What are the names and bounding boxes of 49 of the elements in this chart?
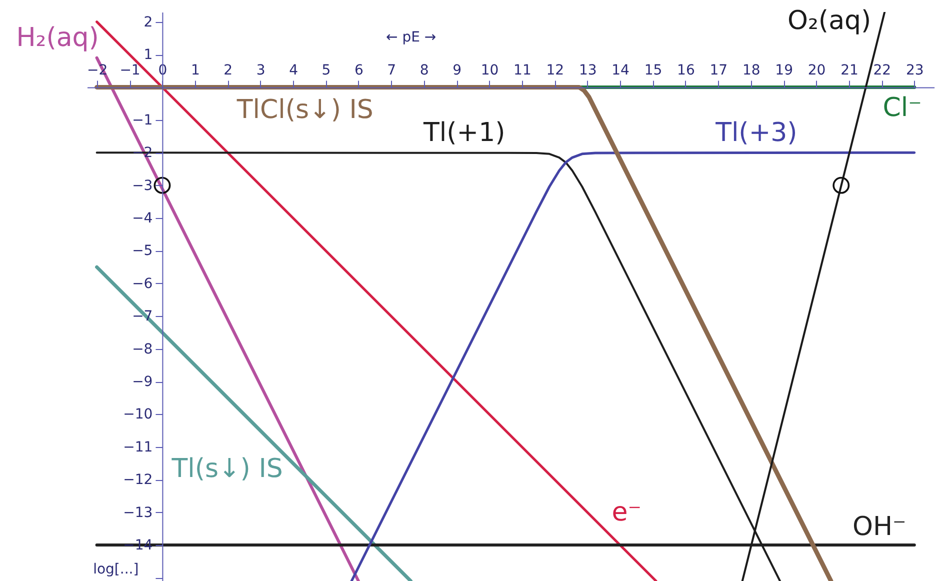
x-tick-label: 7: [387, 62, 396, 79]
x-tick-label: 8: [420, 62, 429, 79]
series-label: Tl(s↓) IS: [170, 454, 283, 484]
x-tick-label: 15: [644, 62, 662, 79]
y-tick-label: −1: [132, 112, 153, 128]
y-tick-label: −4: [132, 210, 153, 227]
x-tick-label: 10: [480, 62, 499, 79]
x-tick-label: 20: [808, 62, 826, 79]
y-tick-label: −9: [132, 374, 153, 390]
y-axis-title: log[...]: [93, 562, 139, 578]
y-tick-label: −12: [123, 472, 153, 488]
series-label: OH⁻: [852, 512, 906, 542]
series-label: H₂(aq): [16, 23, 99, 54]
y-tick-label: −8: [132, 341, 153, 358]
series-label: O₂(aq): [788, 6, 872, 36]
y-tick-label: 1: [144, 47, 153, 64]
x-tick-label: 22: [873, 62, 892, 79]
y-tick-label: −5: [132, 243, 153, 260]
y-tick-label: −11: [123, 439, 153, 456]
x-tick-label: 11: [514, 62, 532, 79]
y-tick-label: −3: [132, 178, 153, 194]
x-tick-label: 1: [190, 62, 200, 79]
x-tick-label: 18: [742, 62, 760, 79]
series-label: e⁻: [612, 497, 642, 528]
y-tick-label: −10: [123, 406, 153, 423]
series-label: TlCl(s↓) IS: [236, 95, 374, 126]
x-tick-label: 3: [256, 62, 266, 79]
x-tick-label: 6: [354, 62, 364, 79]
x-tick-label: 17: [710, 62, 728, 79]
x-tick-label: 4: [289, 62, 298, 79]
x-tick-label: 12: [546, 62, 564, 79]
x-tick-label: 16: [677, 62, 695, 79]
series-label: Cl⁻: [882, 92, 922, 123]
x-axis-title: ← pE →: [386, 30, 436, 46]
series-label: Tl(+1): [422, 118, 506, 148]
x-tick-label: 19: [775, 62, 793, 79]
y-tick-label: 2: [144, 14, 153, 30]
x-tick-label: 23: [906, 62, 924, 79]
x-tick-label: 13: [578, 62, 597, 79]
line-series: [350, 151, 916, 581]
line-series: [94, 84, 834, 581]
x-tick-label: 21: [840, 62, 858, 79]
x-tick-label: 5: [322, 62, 331, 79]
x-tick-label: 9: [452, 62, 462, 79]
series-label: Tl(+3): [714, 118, 798, 148]
y-tick-label: −6: [132, 276, 153, 292]
y-tick-label: −13: [123, 504, 153, 521]
x-tick-label: 14: [612, 62, 630, 79]
x-tick-label: 2: [224, 62, 233, 79]
